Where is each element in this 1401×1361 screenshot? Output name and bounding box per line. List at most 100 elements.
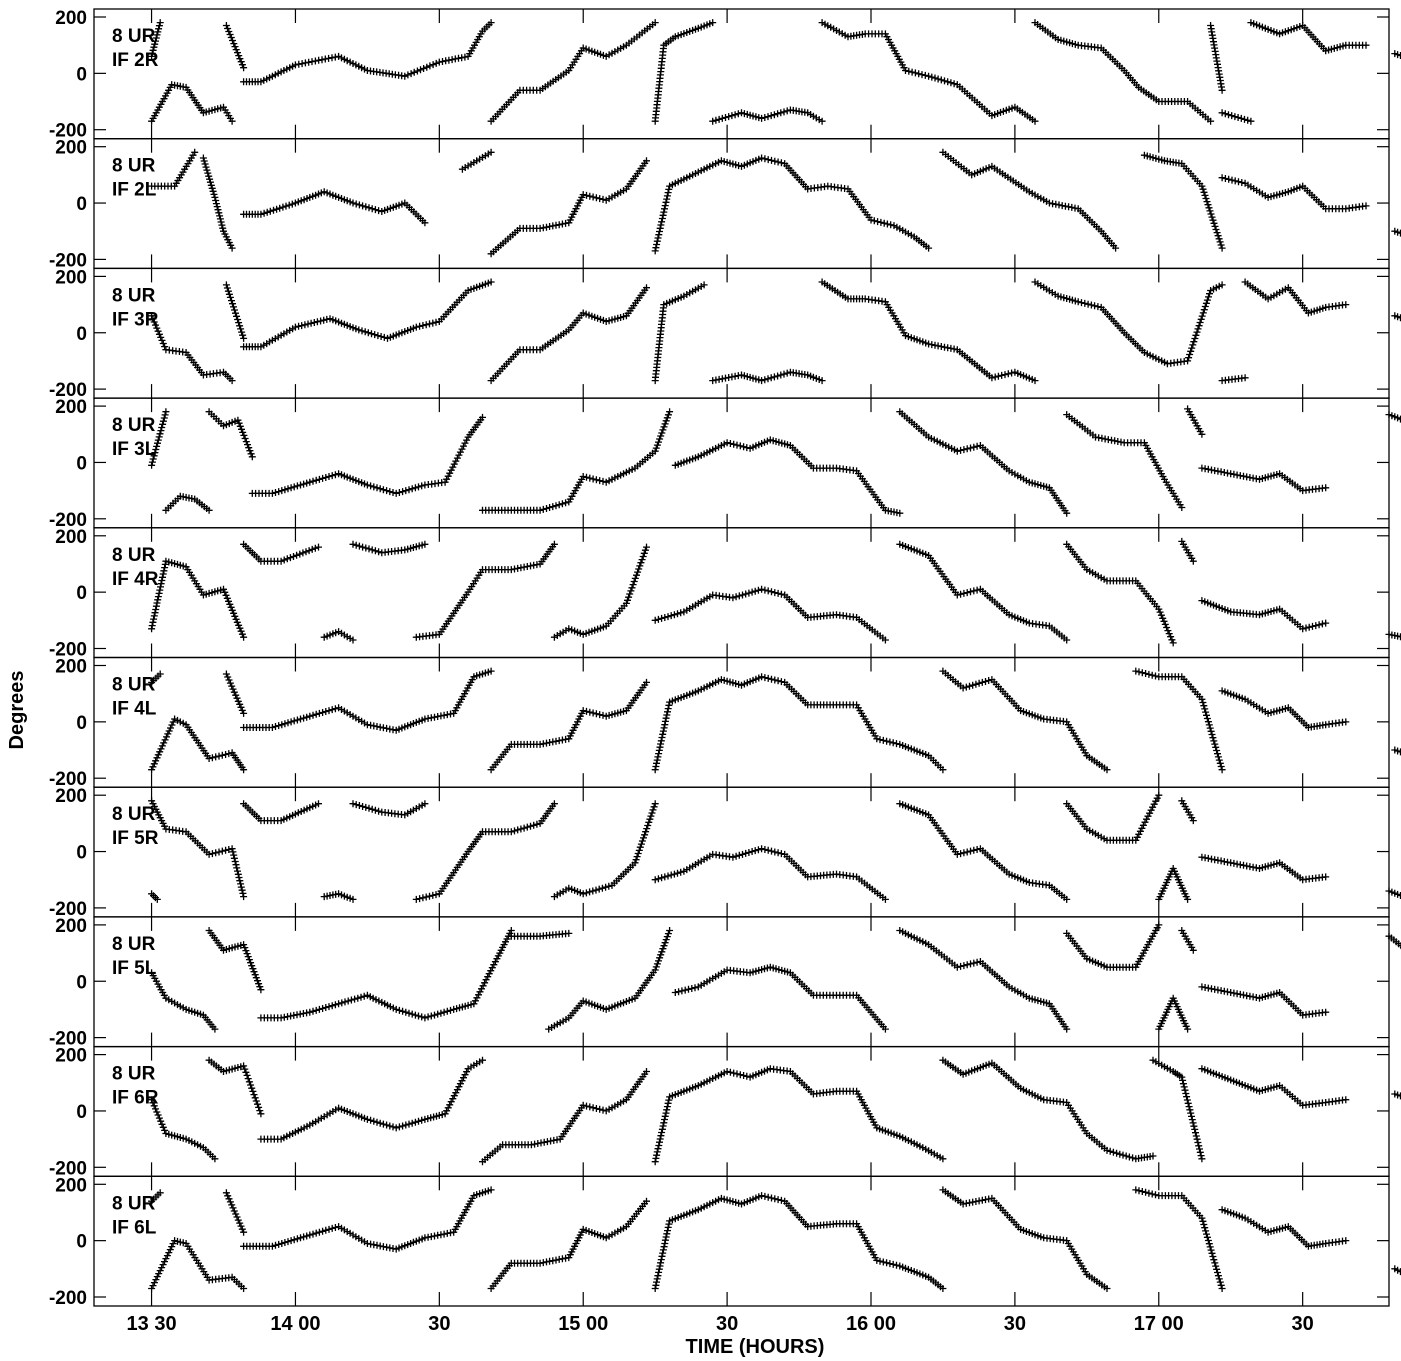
data-point <box>1362 202 1370 210</box>
data-point <box>599 1106 607 1114</box>
data-point <box>507 828 515 836</box>
data-point <box>1103 1146 1111 1154</box>
data-point <box>421 219 429 227</box>
data-point <box>290 483 298 491</box>
data-point <box>160 739 168 747</box>
data-point <box>758 114 766 122</box>
data-point <box>734 110 742 118</box>
data-point <box>288 200 296 208</box>
data-point <box>622 599 630 607</box>
y-tick-label: -200 <box>49 1288 87 1309</box>
data-point <box>662 936 670 944</box>
data-point <box>234 416 242 424</box>
data-point <box>552 737 560 745</box>
data-point <box>1142 670 1150 677</box>
data-point <box>728 112 736 120</box>
data-point <box>1200 702 1208 710</box>
data-point <box>272 489 279 496</box>
data-point <box>303 479 311 487</box>
data-point <box>248 453 256 461</box>
data-point <box>761 155 769 163</box>
data-point <box>240 709 248 717</box>
data-point <box>229 300 236 308</box>
data-point <box>371 806 379 814</box>
data-point <box>658 734 666 741</box>
data-point <box>158 577 166 584</box>
data-point <box>148 1096 156 1104</box>
data-point <box>487 278 495 286</box>
data-point <box>911 69 919 77</box>
data-point <box>970 587 978 595</box>
data-point <box>764 846 772 854</box>
data-point <box>225 846 233 853</box>
data-point <box>148 312 156 320</box>
data-point <box>463 1068 471 1076</box>
data-point <box>260 209 268 217</box>
data-point <box>514 564 522 572</box>
data-point <box>1201 191 1209 199</box>
data-point <box>354 994 362 1002</box>
data-point <box>233 1213 241 1221</box>
data-point <box>665 185 673 193</box>
data-point <box>426 892 433 900</box>
data-point <box>368 205 376 213</box>
data-point <box>228 244 236 252</box>
data-point <box>1184 357 1192 365</box>
data-point <box>579 890 587 898</box>
data-point <box>273 205 281 213</box>
data-point <box>1202 708 1210 716</box>
data-point <box>631 574 639 582</box>
data-point <box>748 848 756 855</box>
data-point <box>161 564 169 572</box>
data-point <box>223 594 231 602</box>
data-point <box>407 70 415 78</box>
data-point <box>975 679 983 687</box>
panel-label-if: IF 6R <box>112 1088 159 1109</box>
data-point <box>1211 740 1219 748</box>
data-point <box>230 40 238 48</box>
data-point <box>1146 809 1154 817</box>
data-point <box>960 849 968 857</box>
data-point <box>243 950 251 958</box>
y-tick-label: -200 <box>49 769 87 790</box>
data-point <box>399 488 407 496</box>
data-point <box>1203 296 1211 304</box>
data-point <box>783 107 791 115</box>
data-point <box>405 1009 413 1017</box>
data-point <box>658 1125 666 1133</box>
data-point <box>579 707 587 715</box>
y-tick-label: 0 <box>76 843 87 864</box>
data-point <box>947 79 955 87</box>
data-point <box>1215 235 1223 243</box>
data-point <box>211 1155 219 1163</box>
data-point <box>151 609 159 617</box>
data-point <box>1225 175 1233 183</box>
data-point <box>153 31 161 39</box>
data-point <box>240 64 248 72</box>
data-point <box>1240 991 1247 999</box>
data-point <box>1230 859 1238 867</box>
panel-label-if: IF 4L <box>112 699 157 720</box>
data-point <box>651 966 659 974</box>
data-point <box>651 876 659 884</box>
data-point <box>937 76 945 84</box>
data-point <box>256 1107 264 1115</box>
y-tick-label: 200 <box>55 786 87 807</box>
data-point <box>363 481 371 489</box>
data-point <box>303 1009 311 1017</box>
data-point <box>232 1210 240 1218</box>
data-point <box>651 800 659 808</box>
data-point <box>624 596 631 604</box>
data-point <box>418 482 426 490</box>
data-point <box>449 1095 457 1103</box>
data-point <box>1208 213 1216 221</box>
data-point <box>768 675 775 683</box>
data-point <box>1213 747 1221 754</box>
data-point <box>1205 721 1213 729</box>
data-point <box>1206 207 1214 215</box>
data-point <box>637 840 645 848</box>
data-point <box>939 1155 947 1163</box>
